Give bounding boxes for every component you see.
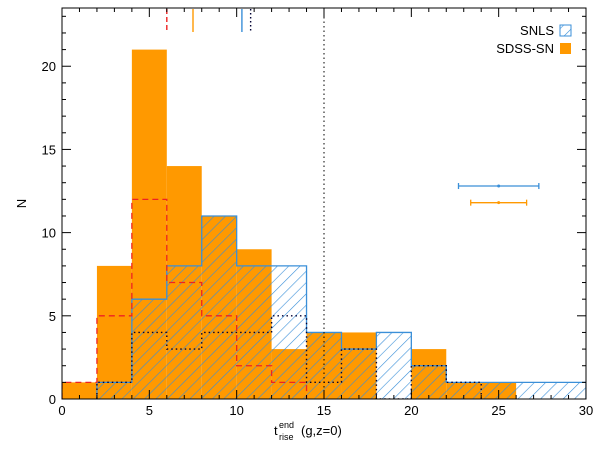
x-tick-label: 20 xyxy=(404,403,418,418)
snls-bar-9 xyxy=(411,365,447,399)
axes-layer: 0 5 10 15 20 25 30 0 5 10 15 20 Nt end rise (g,z=0) xyxy=(14,7,593,442)
y-axis-label: N xyxy=(14,199,29,208)
x-tick-label: 5 xyxy=(146,403,153,418)
snls-bar-8 xyxy=(376,332,412,399)
snls-bar-6 xyxy=(306,332,342,399)
x-axis-label-superscript: end xyxy=(279,420,294,430)
dashed-histogram-outline xyxy=(62,198,308,399)
snls-bar-5 xyxy=(271,265,307,399)
y-tick-label: 10 xyxy=(42,226,56,241)
x-axis-label: t end rise (g,z=0) xyxy=(274,420,342,442)
error-bar-center-1 xyxy=(497,201,501,205)
reference-lines-layer xyxy=(166,8,325,399)
error-bars-layer xyxy=(457,183,540,206)
snls-bar-3 xyxy=(201,215,237,399)
sdss-sn-bar-1 xyxy=(96,265,132,399)
x-tick-label: 30 xyxy=(579,403,593,418)
legend: SNLS SDSS-SN xyxy=(496,23,572,56)
x-tick-label: 25 xyxy=(491,403,505,418)
x-axis-label-main: t xyxy=(274,423,278,438)
legend-swatch-1 xyxy=(560,43,571,54)
x-tick-label: 15 xyxy=(317,403,331,418)
snls-bar-13 xyxy=(551,382,586,399)
y-tick-label: 20 xyxy=(42,59,56,74)
y-tick-label: 15 xyxy=(42,142,56,157)
x-tick-label: 0 xyxy=(58,403,65,418)
snls-bar-1 xyxy=(131,299,167,399)
snls-bar-10 xyxy=(446,382,482,399)
legend-label-1: SDSS-SN xyxy=(496,41,554,56)
x-tick-label: 10 xyxy=(229,403,243,418)
sdss-sn-bar-0 xyxy=(62,382,97,399)
dotted-histogram-outline xyxy=(96,315,482,399)
y-tick-label: 0 xyxy=(49,392,56,407)
error-bar-center-0 xyxy=(497,184,501,188)
bars-layer xyxy=(62,49,586,399)
snls-bar-2 xyxy=(166,265,202,399)
legend-swatch-0 xyxy=(559,24,572,37)
x-axis-label-rest: (g,z=0) xyxy=(301,423,342,438)
snls-bar-7 xyxy=(341,349,377,399)
y-tick-label: 5 xyxy=(49,309,56,324)
x-axis-label-subscript: rise xyxy=(279,432,294,442)
snls-bar-0 xyxy=(96,382,132,399)
snls-bar-12 xyxy=(516,382,552,399)
legend-label-0: SNLS xyxy=(520,23,554,38)
